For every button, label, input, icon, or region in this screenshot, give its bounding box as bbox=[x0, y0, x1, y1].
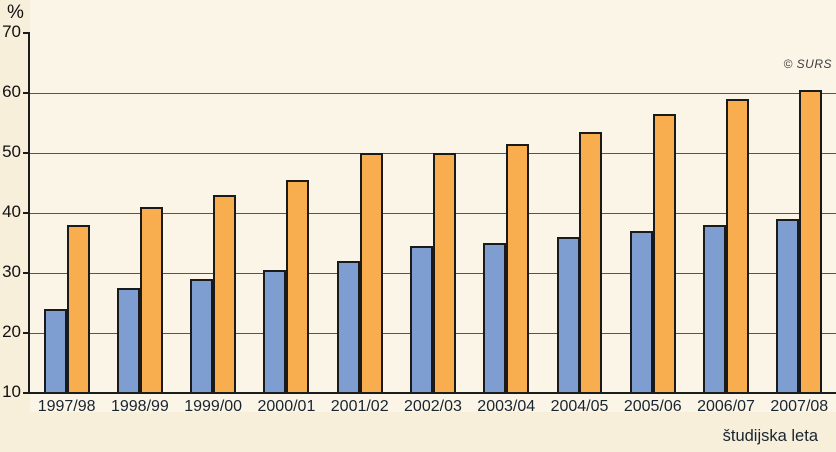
x-axis-label-2004/05: 2004/05 bbox=[550, 398, 609, 415]
bar-group-1999/00 bbox=[177, 33, 250, 393]
x-axis-label-2003/04: 2003/04 bbox=[477, 398, 536, 415]
bar-group-2007/08 bbox=[763, 33, 836, 393]
bar-orange-series-2002/03 bbox=[432, 153, 456, 393]
bar-group-2005/06 bbox=[616, 33, 689, 393]
x-axis-title: študijska leta bbox=[722, 427, 818, 445]
bar-orange-series-2007/08 bbox=[799, 90, 823, 393]
y-axis-unit-label: % bbox=[7, 2, 24, 23]
bar-orange-series-1997/98 bbox=[66, 225, 90, 393]
x-axis-label-2006/07: 2006/07 bbox=[697, 398, 755, 415]
bar-blue-series-1998/99 bbox=[116, 288, 140, 393]
y-tick-70 bbox=[23, 32, 30, 34]
bar-blue-series-2002/03 bbox=[409, 246, 433, 393]
bar-group-2004/05 bbox=[543, 33, 616, 393]
bar-group-2003/04 bbox=[470, 33, 543, 393]
x-axis-line bbox=[23, 392, 836, 394]
x-axis-label-1997/98: 1997/98 bbox=[37, 398, 96, 415]
y-axis-label-70: 70 bbox=[2, 22, 21, 41]
bar-blue-series-2001/02 bbox=[336, 261, 360, 393]
x-axis-label-2000/01: 2000/01 bbox=[257, 398, 316, 415]
y-axis-line bbox=[28, 33, 30, 394]
x-axis-label-1999/00: 1999/00 bbox=[184, 398, 243, 415]
bar-group-2000/01 bbox=[250, 33, 323, 393]
bar-orange-series-1999/00 bbox=[213, 195, 237, 393]
bar-blue-series-1997/98 bbox=[43, 309, 67, 393]
bar-group-1998/99 bbox=[103, 33, 176, 393]
bar-blue-series-2000/01 bbox=[263, 270, 287, 393]
x-axis-label-2001/02: 2001/02 bbox=[330, 398, 389, 415]
y-tick-60 bbox=[23, 92, 30, 94]
bar-blue-series-2003/04 bbox=[483, 243, 507, 393]
y-tick-30 bbox=[23, 272, 30, 274]
bar-group-2001/02 bbox=[323, 33, 396, 393]
bar-orange-series-2005/06 bbox=[652, 114, 676, 393]
bar-orange-series-1998/99 bbox=[139, 207, 163, 393]
x-axis-label-2005/06: 2005/06 bbox=[623, 398, 682, 415]
y-tick-40 bbox=[23, 212, 30, 214]
x-axis-label-1998/99: 1998/99 bbox=[110, 398, 169, 415]
bar-orange-series-2006/07 bbox=[726, 99, 750, 393]
bars-layer bbox=[30, 33, 836, 393]
y-axis-label-10: 10 bbox=[2, 382, 21, 401]
bar-orange-series-2001/02 bbox=[359, 153, 383, 393]
y-axis-label-30: 30 bbox=[2, 262, 21, 281]
y-axis-label-60: 60 bbox=[2, 82, 21, 101]
bar-blue-series-1999/00 bbox=[190, 279, 214, 393]
x-axis-label-2007/08: 2007/08 bbox=[770, 398, 829, 415]
y-tick-50 bbox=[23, 152, 30, 154]
bar-blue-series-2005/06 bbox=[629, 231, 653, 393]
bar-group-2006/07 bbox=[689, 33, 762, 393]
gridline-40 bbox=[23, 212, 836, 214]
bar-blue-series-2007/08 bbox=[776, 219, 800, 393]
bar-orange-series-2004/05 bbox=[579, 132, 603, 393]
bar-blue-series-2006/07 bbox=[703, 225, 727, 393]
bar-group-1997/98 bbox=[30, 33, 103, 393]
bar-orange-series-2000/01 bbox=[286, 180, 310, 393]
bar-orange-series-2003/04 bbox=[506, 144, 530, 393]
bar-group-2002/03 bbox=[396, 33, 469, 393]
y-axis-label-40: 40 bbox=[2, 202, 21, 221]
y-tick-20 bbox=[23, 332, 30, 334]
x-axis-label-2002/03: 2002/03 bbox=[404, 398, 462, 415]
y-axis-label-50: 50 bbox=[2, 142, 21, 161]
gridline-60 bbox=[23, 92, 836, 94]
gridline-50 bbox=[23, 152, 836, 154]
copyright-label: © SURS bbox=[783, 57, 832, 71]
x-axis-labels: 1997/98 1998/99 1999/00 2000/01 2001/02 2002/… bbox=[30, 398, 836, 416]
bar-blue-series-2004/05 bbox=[556, 237, 580, 393]
y-axis-label-20: 20 bbox=[2, 322, 21, 341]
